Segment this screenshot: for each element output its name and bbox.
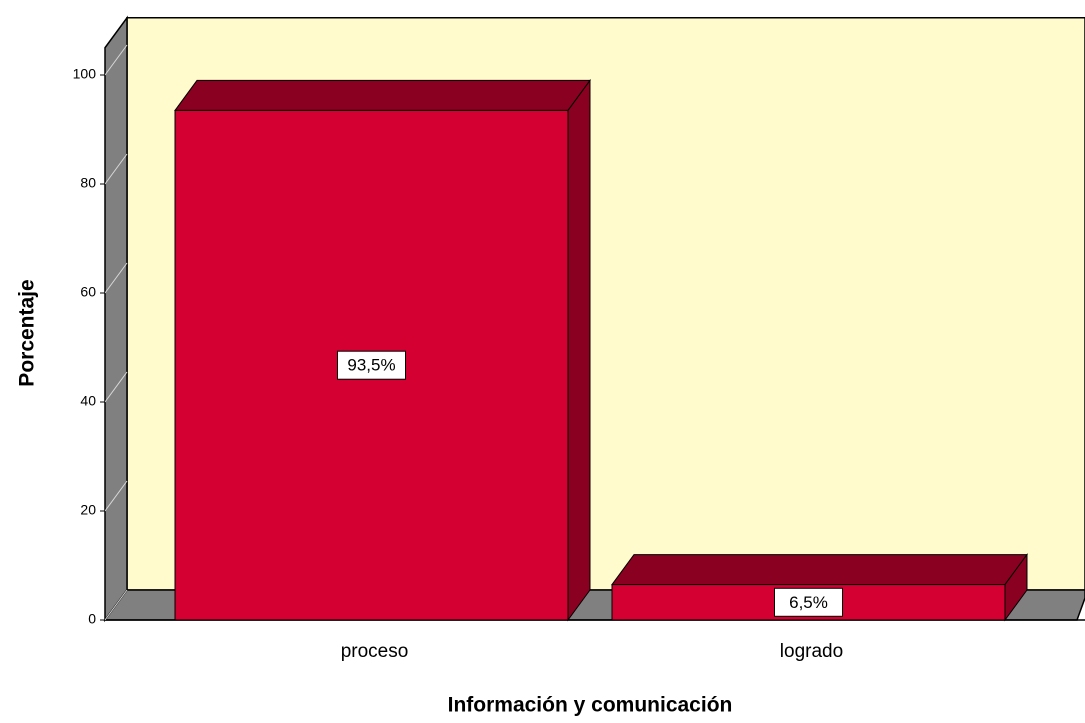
wall-grid-line bbox=[104, 371, 128, 403]
x-axis-title: Información y comunicación bbox=[448, 694, 733, 717]
bar-side bbox=[567, 78, 591, 622]
bar bbox=[174, 78, 591, 622]
bar-top bbox=[174, 79, 591, 111]
wall-grid-line bbox=[104, 44, 128, 76]
y-tick-label: 20 bbox=[80, 502, 96, 518]
y-axis-title: Porcentaje bbox=[16, 279, 39, 386]
bar-top bbox=[611, 554, 1028, 586]
left-wall bbox=[104, 15, 128, 623]
wall-grid-line bbox=[104, 589, 128, 621]
wall-grid-line bbox=[104, 153, 128, 185]
wall-grid-line bbox=[104, 480, 128, 512]
y-tick-label: 40 bbox=[80, 393, 96, 409]
y-tick-label: 100 bbox=[73, 66, 97, 82]
value-label-box bbox=[337, 350, 406, 380]
y-tick-label: 60 bbox=[80, 284, 96, 300]
wall-grid-line bbox=[104, 262, 128, 294]
x-tick-label: logrado bbox=[780, 641, 843, 662]
value-label: 6,5% bbox=[789, 593, 828, 612]
value-label: 93,5% bbox=[347, 356, 395, 375]
y-tick-label: 80 bbox=[80, 175, 96, 191]
y-tick-label: 0 bbox=[88, 611, 96, 627]
x-tick-label: proceso bbox=[341, 641, 409, 662]
value-label-box bbox=[774, 587, 843, 617]
